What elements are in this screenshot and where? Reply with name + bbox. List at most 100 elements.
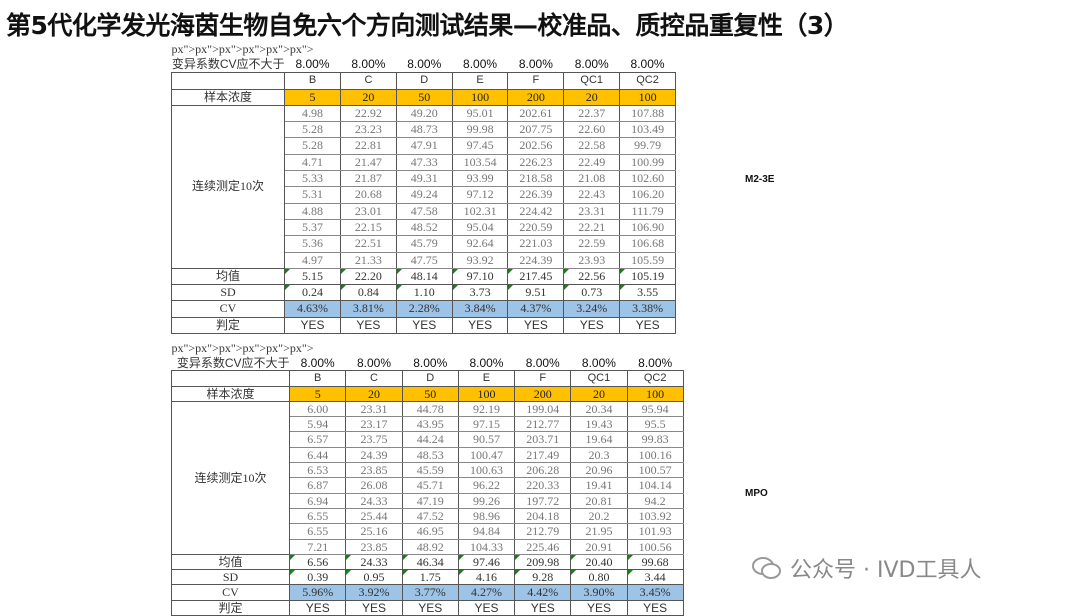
measurement-cell: 22.59 (563, 235, 621, 253)
measurement-cell: 99.83 (626, 431, 684, 448)
conc-label: 样本浓度 (171, 385, 290, 402)
measurement-cell: 90.57 (457, 431, 516, 448)
wechat-icon (752, 557, 781, 579)
measurement-cell: 47.91 (395, 137, 453, 155)
measurement-cell: 49.20 (395, 104, 453, 123)
measurement-cell: 22.92 (340, 104, 397, 123)
measurement-cell: 5.31 (284, 186, 341, 204)
sd-cell: 0.95 (345, 569, 403, 586)
measurement-cell: 99.98 (451, 121, 509, 139)
cv-cell: 4.27% (457, 584, 516, 601)
judge-cell: YES (395, 316, 453, 335)
columns-cell: C (345, 370, 403, 387)
mean-cell: 217.45 (507, 267, 565, 286)
cv_limits-cell: 8.00% (413, 356, 448, 370)
columns-cell: D (395, 72, 453, 90)
measurement-cell: 23.75 (345, 431, 403, 448)
table-row: 5.94 23.17 43.95 97.15 212.77 19.43 95.5 (172, 416, 684, 433)
measurement-cell: 6.87 (288, 477, 347, 494)
measurement-cell: 6.57 (288, 431, 347, 448)
cv_limits-cell: 8.00% (300, 356, 335, 370)
table-row: 4.88 23.01 47.58 102.31 224.42 23.31 111.79 (172, 202, 676, 220)
cv_limits-cell: 8.00% (581, 356, 616, 370)
mean-cell: 209.98 (514, 553, 572, 571)
concentrations-cell: 20 (345, 385, 403, 402)
table-row: 6.44 24.39 48.53 100.47 217.49 20.3 100.16 (172, 446, 684, 464)
measurement-cell: 22.60 (563, 121, 621, 139)
measurement-cell: 47.75 (395, 251, 453, 269)
measurement-cell: 48.53 (401, 446, 459, 464)
measurement-cell: 22.58 (563, 137, 621, 155)
measurement-cell: 226.23 (507, 153, 565, 172)
measurement-cell: 6.94 (288, 492, 347, 509)
measurement-cell: 20.91 (570, 538, 628, 555)
measurement-cell: 199.04 (514, 400, 572, 418)
table-row: 5.33 21.87 49.31 93.99 218.58 21.08 102.60 (172, 170, 676, 188)
measurement-cell: 22.15 (340, 218, 397, 237)
sd-cell: 3.55 (619, 284, 676, 302)
cv_limits-cell: 8.00% (525, 356, 560, 370)
measurement-cell: 212.77 (514, 416, 572, 433)
measurement-cell: 6.55 (288, 523, 347, 540)
measurement-cell: 95.94 (626, 400, 684, 418)
concentrations-cell: 200 (507, 88, 565, 106)
table-row: 6.55 25.44 47.52 98.96 204.18 20.2 103.92 (172, 507, 684, 525)
measurement-cell: 46.95 (401, 523, 459, 540)
measurement-cell: 99.79 (619, 137, 676, 155)
measurement-cell: 203.71 (514, 431, 572, 448)
measurement-cell: 98.96 (457, 507, 516, 525)
measurement-cell: 107.88 (619, 104, 676, 123)
measurement-cell: 206.28 (514, 462, 572, 479)
measurement-cell: 24.33 (345, 492, 403, 509)
measurement-cell: 47.19 (401, 492, 459, 509)
measurement-cell: 4.88 (284, 202, 341, 220)
measurement-cell: 104.14 (626, 477, 684, 494)
measurement-cell: 4.97 (284, 251, 341, 269)
measurement-cell: 101.93 (626, 523, 684, 540)
cv_limits-cell: 8.00% (295, 57, 330, 71)
sd-cell: 0.39 (288, 569, 347, 586)
cv-cell: 3.24% (563, 300, 621, 318)
measurement-cell: 43.95 (401, 416, 459, 433)
table-row: 6.57 23.75 44.24 90.57 203.71 19.64 99.83 (172, 431, 684, 448)
measurement-cell: 95.04 (451, 218, 509, 237)
concentrations-cell: 50 (401, 385, 459, 402)
measurement-cell: 23.85 (345, 538, 403, 555)
columns-cell: QC1 (563, 72, 621, 90)
measurement-cell: 100.57 (626, 462, 684, 479)
mean-label: 均值 (171, 553, 290, 571)
measurement-cell: 94.84 (457, 523, 516, 540)
table-row: 连续测定10次 6.00 23.31 44.78 92.19 199.04 20.34 95.… (171, 400, 684, 555)
judge-cell: YES (340, 316, 397, 335)
sd-cell: 3.73 (451, 284, 509, 302)
columns-cell: B (288, 370, 347, 387)
qc-table-m2-3e: px">px">px">px">px">px">变异系数CV应不大于 8.00% 8… (171, 42, 676, 335)
measurement-cell: 97.45 (451, 137, 509, 155)
table-row: 5.28 23.23 48.73 99.98 207.75 22.60 103.49 (172, 121, 676, 139)
cv_limits-cell: 8.00% (463, 57, 498, 71)
measurement-cell: 20.81 (570, 492, 628, 509)
mean-cell: 105.19 (619, 267, 676, 286)
cv_limits-cell: 8.00% (638, 356, 673, 370)
measurement-cell: 47.58 (395, 202, 453, 220)
mean-cell: 97.46 (457, 553, 516, 571)
measurement-cell: 105.59 (619, 251, 676, 269)
mean-cell: 97.10 (451, 267, 509, 286)
judge-cell: YES (563, 316, 621, 335)
measurement-cell: 224.42 (507, 202, 565, 220)
mean-label: 均值 (171, 267, 285, 286)
measurement-cell: 97.15 (457, 416, 516, 433)
measurement-cell: 44.78 (401, 400, 459, 418)
measurement-cell: 100.56 (626, 538, 684, 555)
concentrations-cell: 200 (514, 385, 572, 402)
mean-cell: 48.14 (395, 267, 453, 286)
slide-title: 第5代化学发光海茵生物自免六个方向测试结果—校准品、质控品重复性（3） (6, 11, 849, 40)
measurement-cell: 22.21 (563, 218, 621, 237)
measurement-cell: 23.01 (340, 202, 397, 220)
measurement-cell: 103.92 (626, 507, 684, 525)
measurement-cell: 49.24 (395, 186, 453, 204)
measurement-cell: 20.96 (570, 462, 628, 479)
judge-cell: YES (507, 316, 565, 335)
sd-label: SD (171, 284, 285, 302)
mean-cell: 24.33 (345, 553, 403, 571)
